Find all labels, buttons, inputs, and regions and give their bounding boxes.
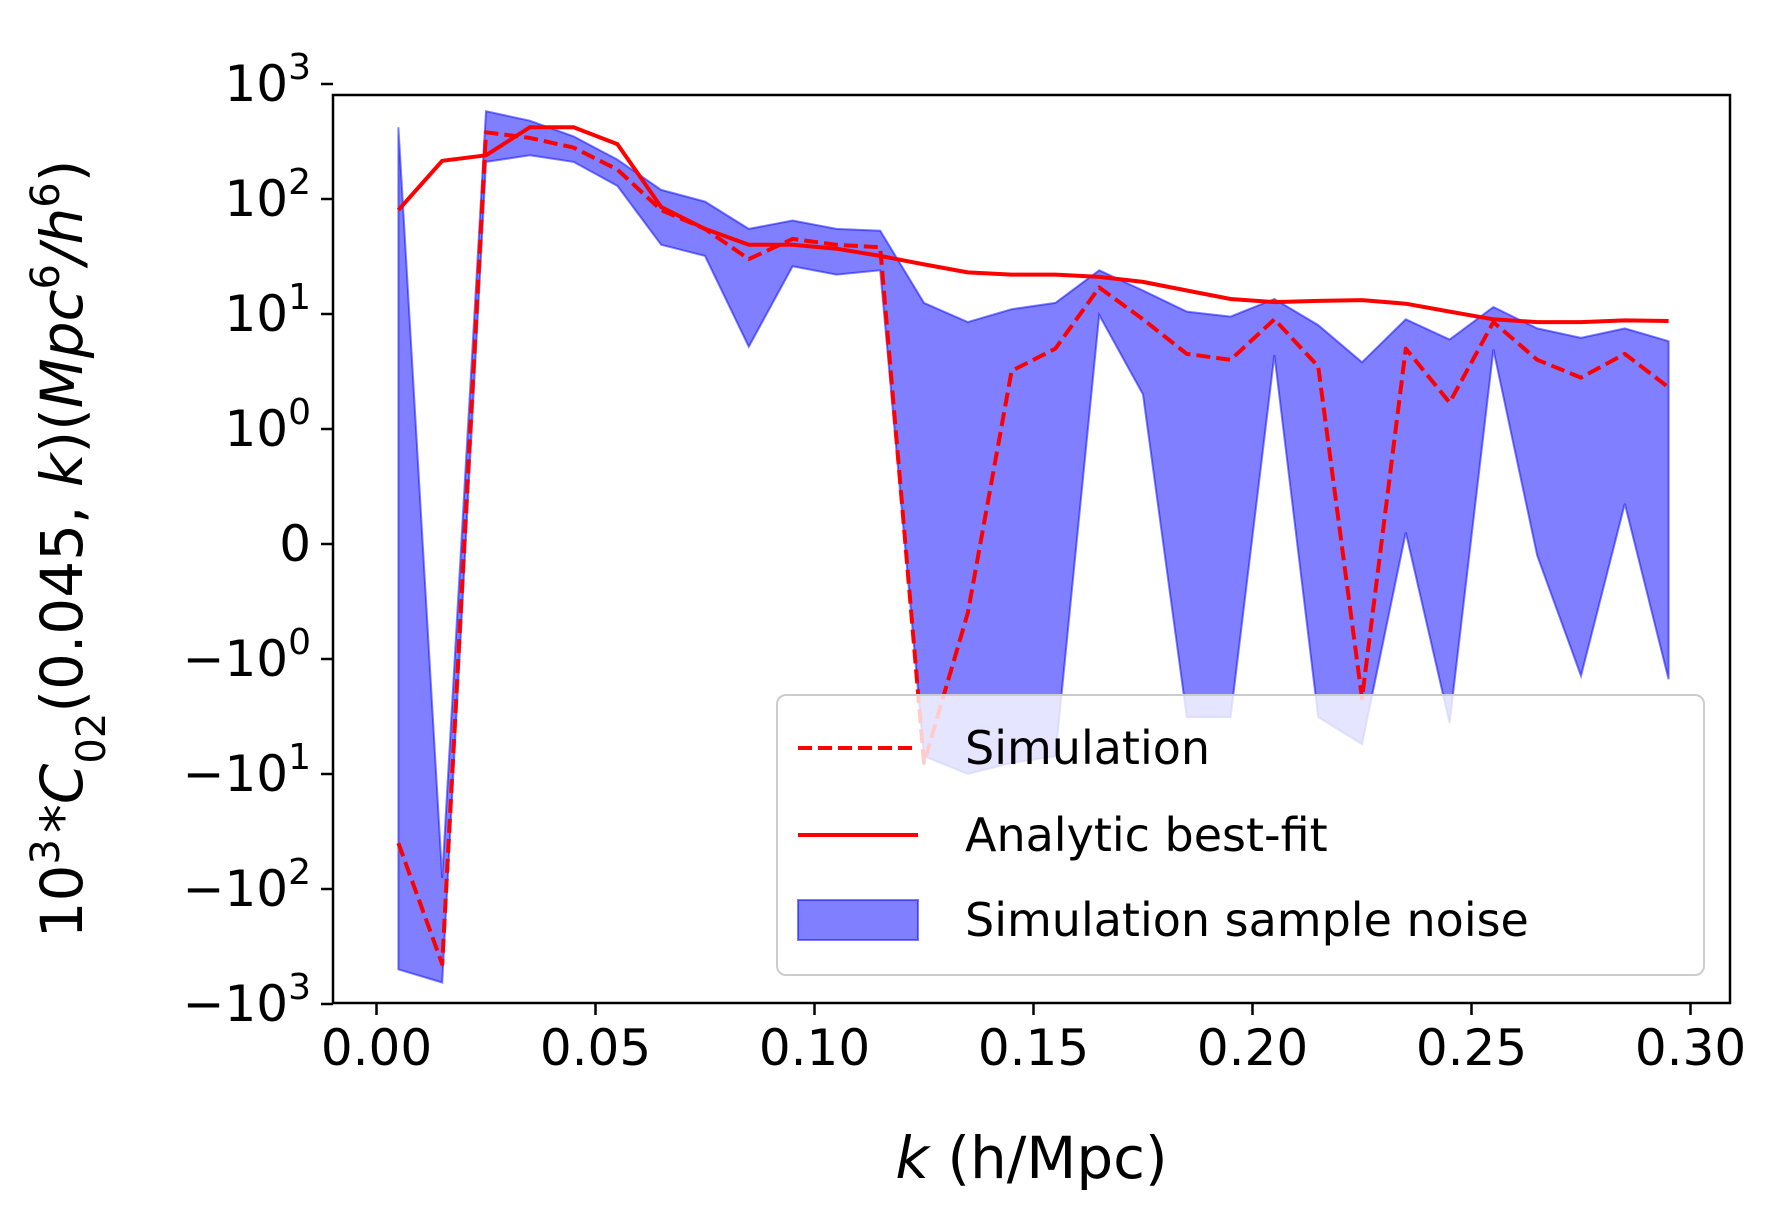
simulation-line <box>396 130 1670 967</box>
legend-box <box>776 694 1705 976</box>
x-tick-label: 0.10 <box>759 1019 870 1077</box>
x-tick-label: 0.30 <box>1635 1019 1746 1077</box>
x-tick-label: 0.15 <box>978 1019 1089 1077</box>
y-tick-label: −100 <box>183 622 311 688</box>
y-tick-label: 103 <box>224 47 311 113</box>
x-axis-unit: (h/Mpc) <box>929 1124 1168 1192</box>
x-tick-label: 0.20 <box>1197 1019 1308 1077</box>
noise-band <box>397 109 1670 984</box>
legend-swatch-band <box>797 899 919 941</box>
plot-area <box>396 109 1670 984</box>
y-axis: 103 102 101 100 0 −100 −101 −102 −103 <box>183 47 333 1033</box>
axes-frame <box>331 93 1732 1005</box>
x-axis-var: k <box>895 1124 931 1192</box>
legend-label: Simulation <box>965 721 1210 775</box>
legend-label: Analytic best-fit <box>965 808 1328 862</box>
y-tick-label: 100 <box>224 392 311 458</box>
y-tick-label: 102 <box>224 162 311 228</box>
y-tick-label: −103 <box>183 967 311 1033</box>
y-tick-label: −101 <box>183 737 311 803</box>
legend-label: Simulation sample noise <box>965 893 1529 947</box>
x-axis-title: k (h/Mpc) <box>895 1124 1167 1192</box>
y-tick-label: −102 <box>183 852 311 918</box>
y-axis-title: 103*C02(0.045, k)(Mpc6/h6) <box>23 160 115 939</box>
y-tick-label: 0 <box>279 515 311 573</box>
x-axis: 0.00 0.05 0.10 0.15 0.20 0.25 0.30 <box>321 1003 1746 1077</box>
x-tick-label: 0.25 <box>1416 1019 1527 1077</box>
legend: Simulation Analytic best-fit Simulation sa… <box>776 694 1705 976</box>
analytic-line <box>396 125 1669 325</box>
x-tick-label: 0.00 <box>321 1019 432 1077</box>
y-tick-label: 101 <box>224 277 311 343</box>
x-tick-label: 0.05 <box>540 1019 651 1077</box>
